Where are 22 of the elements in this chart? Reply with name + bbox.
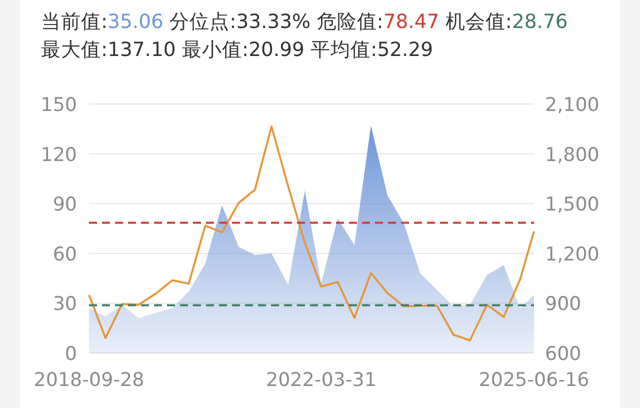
x-tick-label: 2025-06-16 — [478, 369, 590, 391]
text: 分位点:33.33% — [170, 10, 311, 33]
y-tick-label: 150 — [40, 94, 77, 116]
text: 危险值:78.47 — [316, 10, 440, 33]
y2-tick-label: 2,100 — [545, 94, 600, 116]
y-tick-label: 60 — [52, 243, 77, 266]
x-tick-label: 2022-03-31 — [266, 369, 376, 391]
text: 最大值:137.10 — [41, 38, 176, 61]
text: 机会值:28.76 — [445, 10, 568, 33]
y2-tick-label: 900 — [545, 293, 582, 316]
x-tick-label: 2018-09-28 — [34, 369, 144, 391]
text: 最小值:20.99 — [182, 38, 304, 61]
y2-tick-label: 1,500 — [545, 194, 600, 216]
text: 当前值:35.06 — [41, 10, 164, 33]
y2-tick-label: 1,800 — [545, 144, 600, 166]
y2-tick-label: 600 — [545, 343, 582, 365]
y2-tick-label: 1,200 — [545, 243, 600, 266]
text: 平均值:52.29 — [310, 38, 434, 61]
y-tick-label: 0 — [64, 343, 77, 365]
y-tick-label: 30 — [52, 293, 77, 316]
y-tick-label: 120 — [40, 144, 77, 166]
y-tick-label: 90 — [52, 194, 77, 216]
